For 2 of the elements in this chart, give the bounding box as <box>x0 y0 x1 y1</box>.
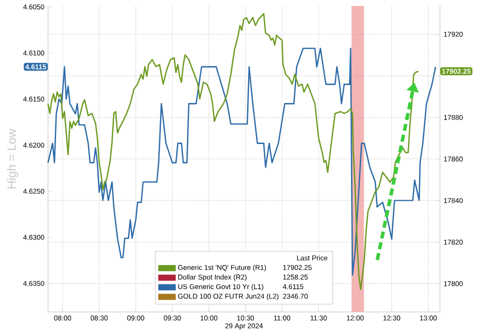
line-series <box>47 48 436 276</box>
y-axis-title: High = Low <box>7 128 18 188</box>
